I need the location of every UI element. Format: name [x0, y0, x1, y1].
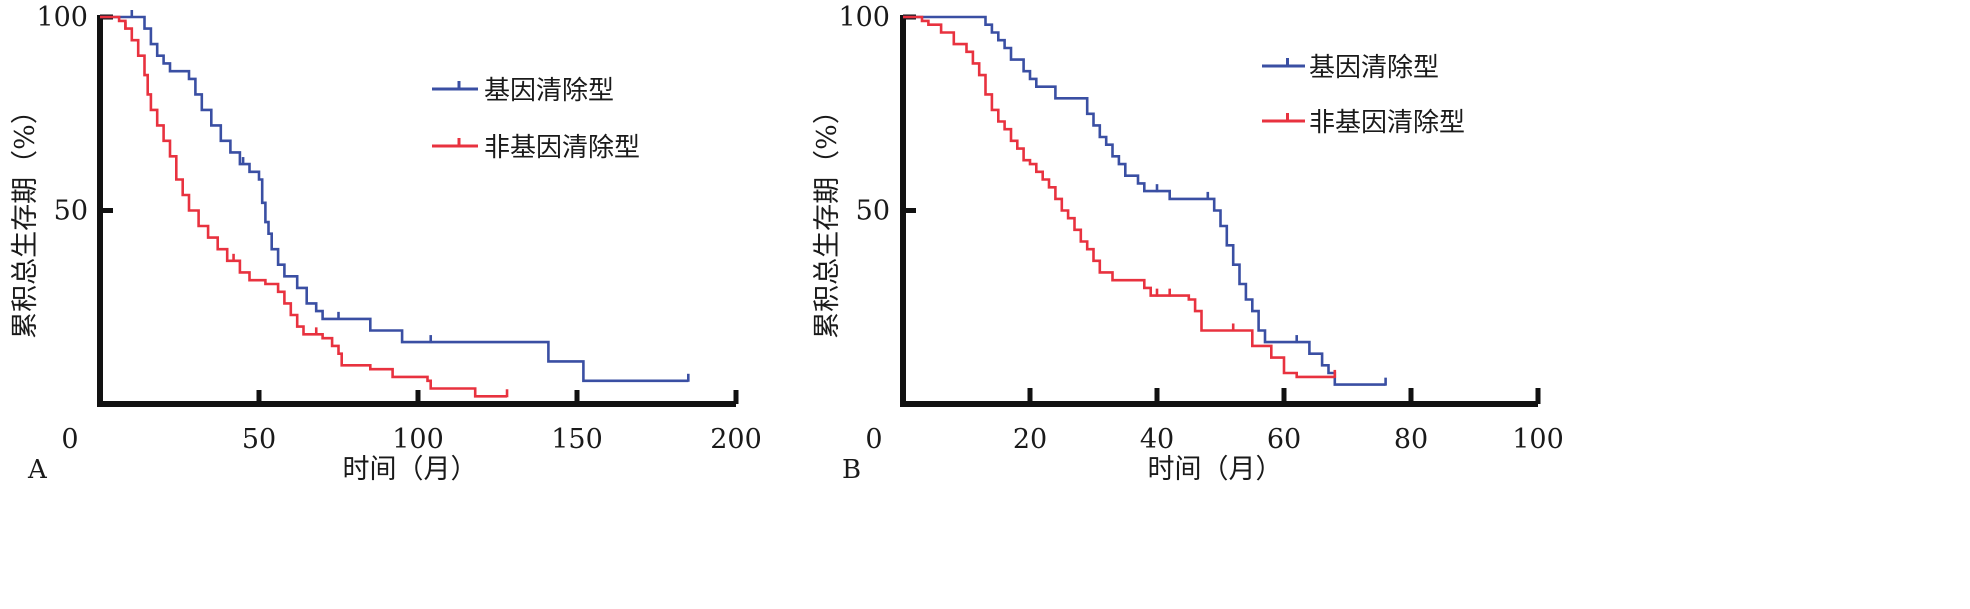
y-tick-label: 100 — [838, 2, 890, 33]
legend-label: 基因清除型 — [1309, 53, 1439, 83]
panel-label: A — [27, 455, 48, 485]
panel-label: B — [842, 455, 861, 485]
x-tick-label: 60 — [1267, 424, 1301, 455]
x-axis-label: 时间（月） — [1148, 454, 1283, 485]
y-axis-label: 累积总生存期（%） — [812, 97, 843, 339]
y-axis-label: 累积总生存期（%） — [10, 97, 41, 339]
x-tick-label: 200 — [710, 424, 762, 455]
x-tick-label: 50 — [242, 424, 276, 455]
x-tick-label: 0 — [61, 424, 78, 455]
x-axis-label: 时间（月） — [343, 454, 478, 485]
legend-label: 基因清除型 — [484, 76, 614, 106]
x-tick-label: 80 — [1394, 424, 1428, 455]
x-tick-label: 20 — [1013, 424, 1047, 455]
y-tick-label: 100 — [36, 2, 88, 33]
x-tick-label: 0 — [865, 424, 882, 455]
y-tick-label: 50 — [54, 196, 88, 227]
panel-B: 50 100 0 20 40 60 80 100 时间（月） 累积总生存期（%） B 基因清除型非基因… — [812, 2, 1564, 485]
series-line-1 — [100, 15, 689, 383]
series-line-2 — [903, 15, 1335, 379]
legend-label: 非基因清除型 — [1309, 108, 1465, 138]
x-tick-label: 100 — [392, 424, 444, 455]
x-tick-label: 100 — [1512, 424, 1564, 455]
legend-label: 非基因清除型 — [484, 133, 640, 163]
series-line-1 — [903, 15, 1386, 386]
x-tick-label: 40 — [1140, 424, 1174, 455]
x-tick-label: 150 — [551, 424, 603, 455]
y-tick-label: 50 — [856, 196, 890, 227]
series-line-2 — [100, 15, 507, 398]
panel-A: 50 100 0 50 100 150 200 时间（月） 累积总生存期（%） A 基因清除型非基因… — [10, 2, 762, 485]
